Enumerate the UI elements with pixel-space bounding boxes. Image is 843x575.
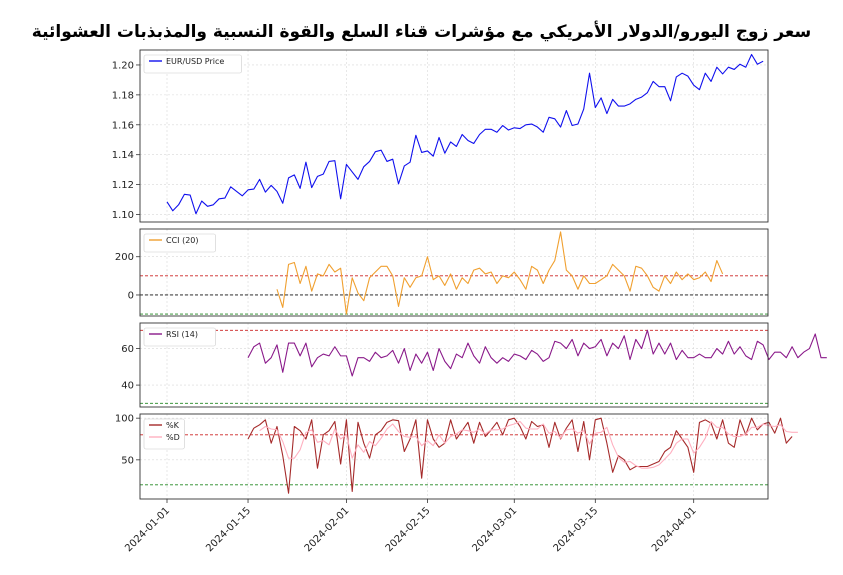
y-tick-label: 1.10 bbox=[112, 210, 134, 221]
legend-box bbox=[143, 54, 242, 74]
x-tick-label: 2024-04-01 bbox=[650, 505, 699, 554]
legend-label: EUR/USD Price bbox=[166, 57, 224, 66]
series-line-rsi-0 bbox=[247, 329, 827, 377]
x-tick-label: 2024-03-01 bbox=[471, 505, 520, 554]
series-line-price-0 bbox=[166, 53, 764, 215]
x-tick-label: 2024-02-01 bbox=[303, 505, 352, 554]
series-line-stoch-0 bbox=[247, 417, 793, 494]
panel-frame-stoch bbox=[139, 413, 769, 500]
series-line-cci-0 bbox=[276, 231, 724, 315]
y-tick-label: 1.16 bbox=[112, 120, 134, 131]
legend-box bbox=[143, 327, 216, 347]
panel-frame-cci bbox=[139, 228, 769, 317]
legend-box bbox=[143, 233, 216, 253]
y-tick-label: 60 bbox=[121, 344, 134, 355]
legend-box bbox=[143, 418, 185, 450]
legend-label: %D bbox=[166, 433, 180, 442]
y-tick-label: 100 bbox=[115, 414, 134, 425]
y-tick-label: 0 bbox=[128, 290, 134, 301]
x-tick-label: 2024-01-01 bbox=[123, 505, 172, 554]
y-tick-label: 1.20 bbox=[112, 60, 134, 71]
y-tick-label: 200 bbox=[115, 252, 134, 263]
panel-frame-price bbox=[139, 49, 769, 223]
legend-label: %K bbox=[166, 421, 180, 430]
y-tick-label: 1.12 bbox=[112, 180, 134, 191]
y-tick-label: 1.14 bbox=[112, 150, 134, 161]
y-tick-label: 40 bbox=[121, 381, 134, 392]
legend-label: CCI (20) bbox=[166, 236, 199, 245]
x-tick-label: 2024-01-15 bbox=[204, 505, 253, 554]
panel-frame-rsi bbox=[139, 322, 769, 408]
y-tick-label: 1.18 bbox=[112, 90, 134, 101]
y-tick-label: 50 bbox=[121, 455, 134, 466]
x-tick-label: 2024-02-15 bbox=[384, 505, 433, 554]
x-tick-label: 2024-03-15 bbox=[552, 505, 601, 554]
series-line-stoch-1 bbox=[259, 420, 798, 469]
legend-label: RSI (14) bbox=[166, 330, 198, 339]
chart-title: سعر زوج اليورو/الدولار الأمريكي مع مؤشرا… bbox=[31, 22, 812, 42]
